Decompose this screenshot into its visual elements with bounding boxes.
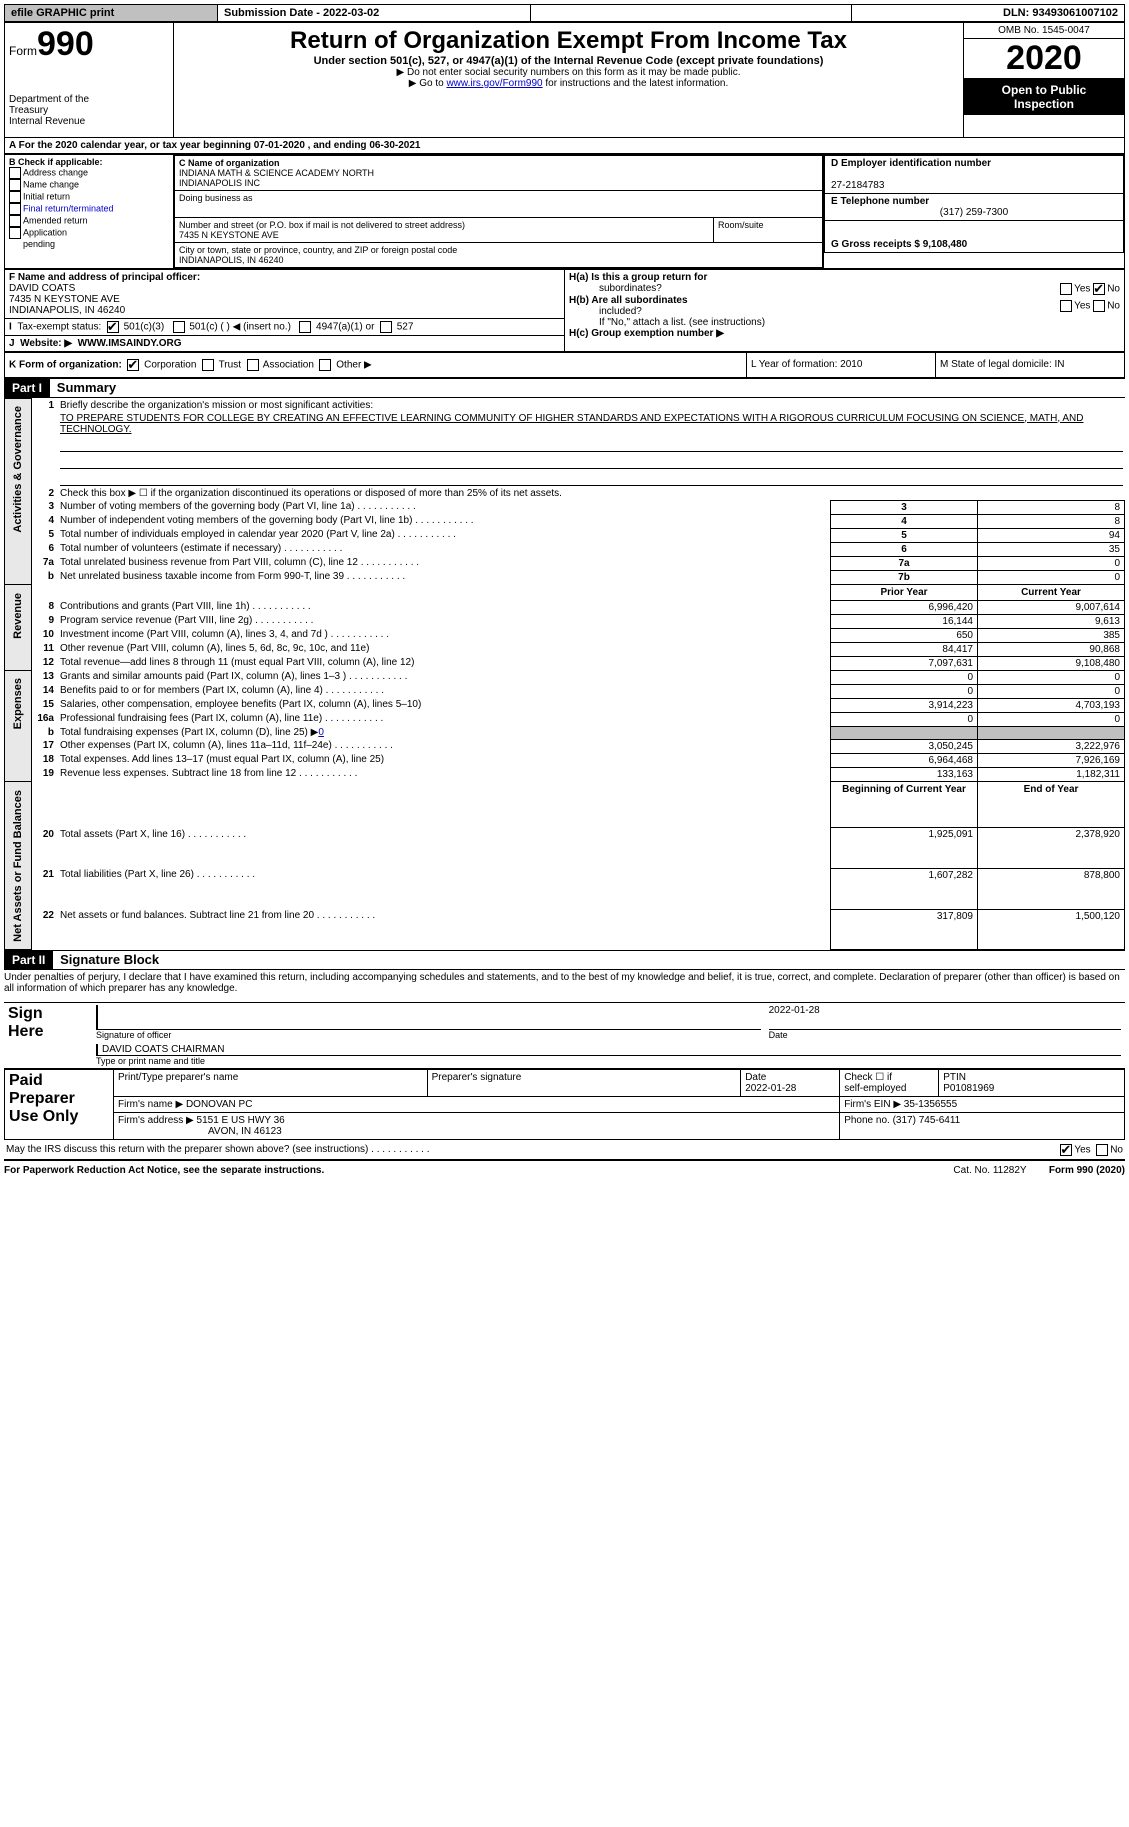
sec-m: M State of legal domicile: IN (936, 353, 1125, 378)
officer-name: DAVID COATS CHAIRMAN (102, 1044, 1121, 1055)
prep-sig-hdr: Preparer's signature (427, 1070, 741, 1097)
efile-print[interactable]: efile GRAPHIC print (5, 5, 218, 22)
chk-other[interactable] (319, 359, 331, 371)
sig-officer-label: Signature of officer (96, 1030, 761, 1040)
chk-501c3[interactable] (107, 321, 119, 333)
chk-501c[interactable] (173, 321, 185, 333)
chk-pending: pending (9, 239, 169, 249)
ein-cell: D Employer identification number 27-2184… (825, 156, 1124, 194)
sec-h: H(a) Is this a group return for subordin… (565, 270, 1125, 352)
form-header: Form990 Department of the Treasury Inter… (4, 22, 1125, 138)
chk-assoc[interactable] (247, 359, 259, 371)
omb-no: OMB No. 1545-0047 (964, 23, 1124, 39)
sections-bcd: B Check if applicable: Address change Na… (4, 154, 1125, 269)
tax-year: 2020 (964, 39, 1124, 79)
sign-here: SignHere Signature of officer 2022-01-28… (4, 1002, 1125, 1069)
irs-link[interactable]: www.irs.gov/Form990 (446, 78, 542, 89)
chk-name[interactable]: Name change (9, 179, 169, 191)
gross-cell: G Gross receipts $ 9,108,480 (825, 221, 1124, 253)
mission-text: TO PREPARE STUDENTS FOR COLLEGE BY CREAT… (58, 412, 1125, 436)
sig-date: 2022-01-28 (769, 1005, 1121, 1030)
tax-status: I Tax-exempt status: 501(c)(3) 501(c) ( … (5, 319, 565, 336)
discuss-row: May the IRS discuss this return with the… (4, 1140, 1125, 1161)
form-title: Return of Organization Exempt From Incom… (180, 27, 957, 55)
city-cell: City or town, state or province, country… (175, 243, 823, 268)
open-public: Open to PublicInspection (964, 79, 1124, 115)
dept-treasury: Department of the Treasury Internal Reve… (9, 94, 169, 127)
discuss-yes[interactable] (1060, 1144, 1072, 1156)
paid-preparer: PaidPreparerUse Only Print/Type preparer… (4, 1069, 1125, 1140)
dba-cell: Doing business as (175, 191, 823, 218)
instr-ssn: ▶ Do not enter social security numbers o… (180, 67, 957, 78)
tel-cell: E Telephone number (317) 259-7300 (825, 194, 1124, 221)
prep-date: Date2022-01-28 (741, 1070, 840, 1097)
chk-amended[interactable]: Amended return (9, 215, 169, 227)
chk-application[interactable]: Application (9, 227, 169, 239)
dln: DLN: 93493061007102 (852, 5, 1125, 22)
form-subtitle: Under section 501(c), 527, or 4947(a)(1)… (180, 55, 957, 67)
topbar: efile GRAPHIC print Submission Date - 20… (4, 4, 1125, 22)
chk-initial[interactable]: Initial return (9, 191, 169, 203)
side-expenses: Expenses (12, 672, 24, 735)
room-cell: Room/suite (714, 218, 823, 243)
sec-k: K Form of organization: Corporation Trus… (5, 353, 747, 378)
chk-final[interactable]: Final return/terminated (9, 203, 169, 215)
side-governance: Activities & Governance (12, 400, 24, 539)
chk-527[interactable] (380, 321, 392, 333)
footer: For Paperwork Reduction Act Notice, see … (4, 1161, 1125, 1176)
part1-header: Part I Summary (4, 378, 1125, 398)
part1-table: Activities & Governance 1 Briefly descri… (4, 398, 1125, 950)
side-netassets: Net Assets or Fund Balances (12, 784, 24, 948)
chk-4947[interactable] (299, 321, 311, 333)
form-number: Form990 (9, 25, 169, 64)
sec-f: F Name and address of principal officer:… (5, 270, 565, 319)
period-line: A For the 2020 calendar year, or tax yea… (4, 138, 1125, 154)
chk-trust[interactable] (202, 359, 214, 371)
chk-corp[interactable] (127, 359, 139, 371)
prep-selfemp: Check ☐ ifself-employed (840, 1070, 939, 1097)
instr-link: ▶ Go to www.irs.gov/Form990 for instruct… (180, 78, 957, 89)
sec-b-label: B Check if applicable: (9, 157, 103, 167)
spacer (531, 5, 852, 22)
prep-ptin: PTINP01081969 (939, 1070, 1125, 1097)
street-cell: Number and street (or P.O. box if mail i… (175, 218, 714, 243)
submission-date: Submission Date - 2022-03-02 (218, 5, 531, 22)
prep-name-hdr: Print/Type preparer's name (114, 1070, 428, 1097)
perjury-declaration: Under penalties of perjury, I declare th… (4, 970, 1125, 1002)
side-revenue: Revenue (12, 587, 24, 645)
part2-header: Part II Signature Block (4, 950, 1125, 970)
discuss-no[interactable] (1096, 1144, 1108, 1156)
chk-address[interactable]: Address change (9, 167, 169, 179)
sec-l: L Year of formation: 2010 (747, 353, 936, 378)
fundraising-link[interactable]: 0 (318, 727, 324, 738)
website: J Website: ▶ WWW.IMSAINDY.ORG (5, 336, 565, 352)
org-name-cell: C Name of organization INDIANA MATH & SC… (175, 156, 823, 191)
